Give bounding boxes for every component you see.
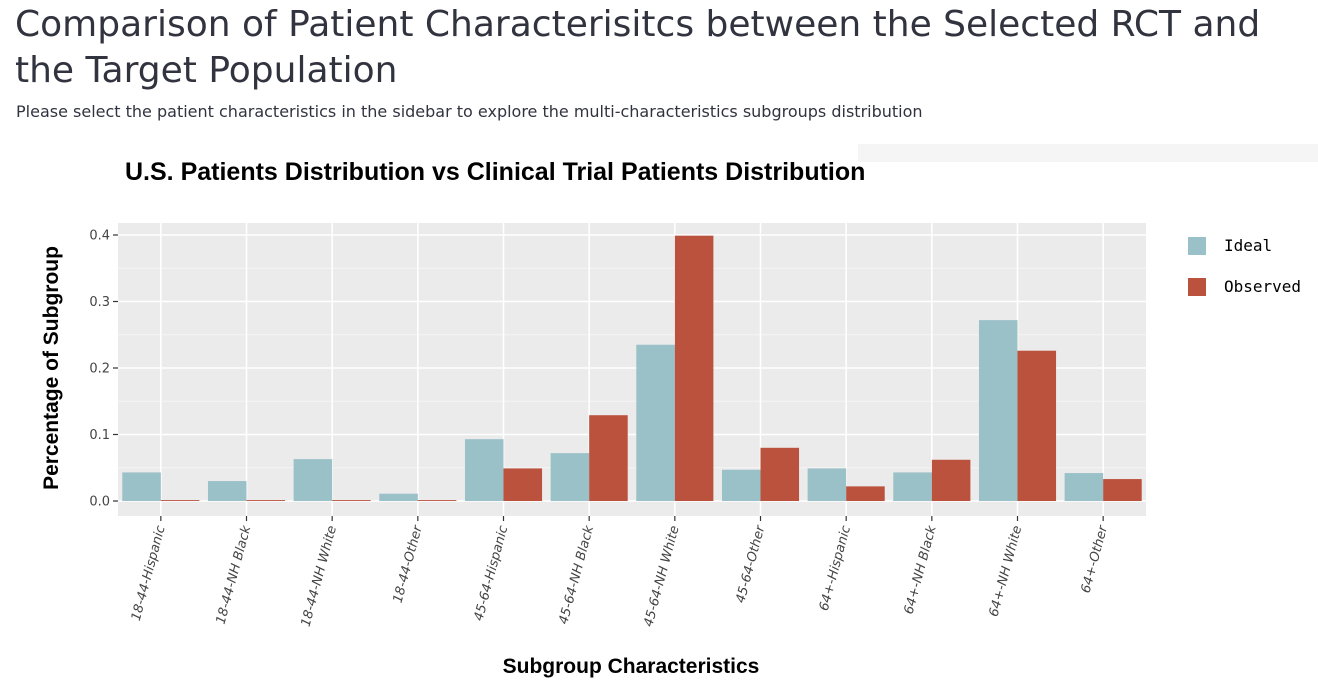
panel-background <box>118 223 1146 516</box>
x-tick-label: 45-64-Other <box>733 523 768 605</box>
bars[interactable] <box>122 235 1142 501</box>
page-title: Comparison of Patient Characterisitcs be… <box>15 4 1261 91</box>
x-tick-label: 45-64-Hispanic <box>472 524 512 622</box>
bar-observed-2[interactable] <box>246 500 286 501</box>
bar-observed-11[interactable] <box>1017 350 1057 501</box>
bar-observed-3[interactable] <box>332 500 371 501</box>
chart-title: U.S. Patients Distribution vs Clinical T… <box>125 158 865 186</box>
bar-ideal-4[interactable] <box>379 493 418 501</box>
y-axis: 0.0 0.1 0.2 0.3 0.4 <box>89 229 118 510</box>
bar-observed-6[interactable] <box>589 415 628 501</box>
bar-observed-7[interactable] <box>674 235 714 501</box>
bar-ideal-5[interactable] <box>464 439 504 501</box>
y-tick-label: 0.3 <box>89 295 110 310</box>
x-axis: 18-44-Hispanic 18-44-NH Black 18-44-NH Whi… <box>129 516 1112 628</box>
bar-ideal-7[interactable] <box>636 344 675 501</box>
legend-label-ideal[interactable]: Ideal <box>1224 236 1272 255</box>
y-tick-label: 0.1 <box>89 428 110 443</box>
x-axis-title: Subgroup Characteristics <box>503 655 760 678</box>
x-tick-label: 18-44-NH Black <box>214 524 255 626</box>
bar-ideal-10[interactable] <box>893 472 932 501</box>
x-tick-label: 64+-Hispanic <box>817 524 854 612</box>
bar-observed-8[interactable] <box>760 447 800 501</box>
bar-ideal-3[interactable] <box>293 459 333 501</box>
x-tick-label: 64+-NH Black <box>902 524 940 616</box>
bar-ideal-12[interactable] <box>1064 473 1104 501</box>
bar-observed-1[interactable] <box>160 500 200 501</box>
legend-label-observed[interactable]: Observed <box>1224 277 1301 296</box>
x-tick-label: 64+-Other <box>1079 523 1112 595</box>
y-tick-label: 0.0 <box>89 495 110 510</box>
x-tick-label: 45-64-NH Black <box>556 524 597 626</box>
x-tick-label: 18-44-NH White <box>299 524 340 628</box>
y-tick-label: 0.2 <box>89 362 110 377</box>
legend-swatch-observed[interactable] <box>1188 278 1206 296</box>
bar-ideal-6[interactable] <box>550 453 590 501</box>
bar-ideal-9[interactable] <box>807 468 847 501</box>
y-tick-label: 0.4 <box>89 229 110 244</box>
bar-observed-9[interactable] <box>846 486 885 501</box>
bar-chart: U.S. Patients Distribution vs Clinical T… <box>40 158 1301 678</box>
bar-observed-10[interactable] <box>931 459 971 501</box>
x-tick-label: 45-64-NH White <box>641 524 682 628</box>
x-tick-label: 64+-NH White <box>987 524 1026 618</box>
page-subtitle: Please select the patient characteristic… <box>16 102 923 121</box>
legend[interactable]: Ideal Observed <box>1188 236 1301 296</box>
bar-ideal-2[interactable] <box>207 481 247 501</box>
plot-panel <box>118 223 1146 516</box>
bar-observed-5[interactable] <box>503 468 543 501</box>
bar-observed-12[interactable] <box>1103 479 1142 501</box>
bar-observed-4[interactable] <box>417 500 457 501</box>
bar-ideal-1[interactable] <box>122 472 161 501</box>
bar-ideal-11[interactable] <box>978 320 1018 501</box>
x-tick-label: 18-44-Other <box>391 523 426 605</box>
y-axis-title: Percentage of Subgroup <box>40 246 63 490</box>
chart-modebar[interactable] <box>858 140 1318 166</box>
legend-swatch-ideal[interactable] <box>1188 237 1206 255</box>
x-tick-label: 18-44-Hispanic <box>129 524 169 622</box>
bar-ideal-8[interactable] <box>721 469 761 501</box>
